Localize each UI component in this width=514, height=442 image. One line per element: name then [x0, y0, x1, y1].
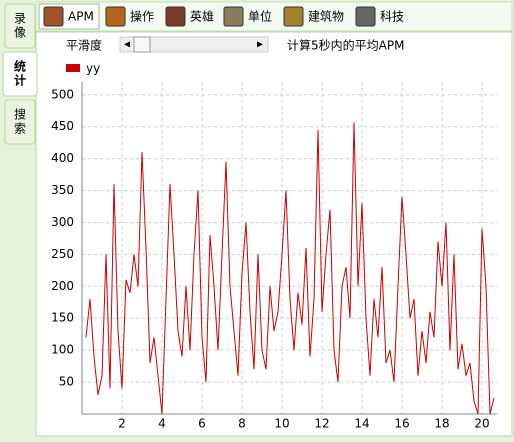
side-tab-label[interactable]: 统计 [13, 59, 27, 88]
side-tab[interactable] [4, 99, 36, 145]
side-tab-label[interactable]: 录像 [13, 12, 27, 40]
x-tick-label: 16 [394, 417, 409, 431]
x-tick-label: 8 [238, 417, 246, 431]
y-tick-label: 450 [51, 119, 74, 133]
slider-track[interactable] [119, 36, 269, 53]
legend-label: yy [86, 62, 100, 76]
smooth-label: 平滑度 [66, 38, 102, 53]
x-tick-label: 14 [354, 417, 369, 431]
toolbar-label[interactable]: 建筑物 [308, 9, 344, 24]
y-tick-label: 100 [51, 343, 74, 357]
y-tick-label: 250 [51, 247, 74, 261]
toolbar-label[interactable]: APM [68, 10, 94, 24]
data-line [85, 122, 495, 415]
x-tick-label: 20 [474, 417, 489, 431]
y-tick-label: 200 [51, 279, 74, 293]
toolbar-icon[interactable] [105, 6, 126, 27]
content-panel [35, 31, 513, 437]
side-tab[interactable] [2, 51, 38, 97]
legend-swatch [66, 64, 80, 72]
x-tick-label: 18 [434, 417, 449, 431]
y-tick-label: 300 [51, 215, 74, 229]
toolbar-icon[interactable] [223, 6, 244, 27]
slider-left-arrow[interactable]: ◂ [124, 37, 130, 51]
y-tick-label: 50 [59, 375, 74, 389]
x-tick-label: 2 [118, 417, 126, 431]
x-tick-label: 6 [198, 417, 206, 431]
toolbar-label[interactable]: 单位 [248, 9, 272, 24]
toolbar-icon[interactable] [43, 6, 64, 27]
toolbar-icon[interactable] [165, 6, 186, 27]
y-tick-label: 150 [51, 311, 74, 325]
toolbar-label[interactable]: 科技 [380, 10, 404, 24]
slider-right-arrow[interactable]: ▸ [257, 37, 263, 51]
description: 计算5秒内的平均APM [287, 38, 404, 53]
toolbar-label[interactable]: 操作 [130, 9, 154, 24]
toolbar-label[interactable]: 英雄 [190, 9, 214, 24]
y-tick-label: 400 [51, 151, 74, 165]
side-tab[interactable] [4, 3, 36, 49]
x-tick-label: 4 [158, 417, 166, 431]
toolbar-icon[interactable] [355, 6, 376, 27]
toolbar-icon[interactable] [283, 6, 304, 27]
side-tab-label[interactable]: 搜索 [13, 107, 27, 136]
y-tick-label: 350 [51, 183, 74, 197]
slider-thumb[interactable] [133, 36, 151, 53]
x-tick-label: 10 [274, 417, 289, 431]
x-tick-label: 12 [314, 417, 329, 431]
y-tick-label: 500 [51, 87, 74, 101]
